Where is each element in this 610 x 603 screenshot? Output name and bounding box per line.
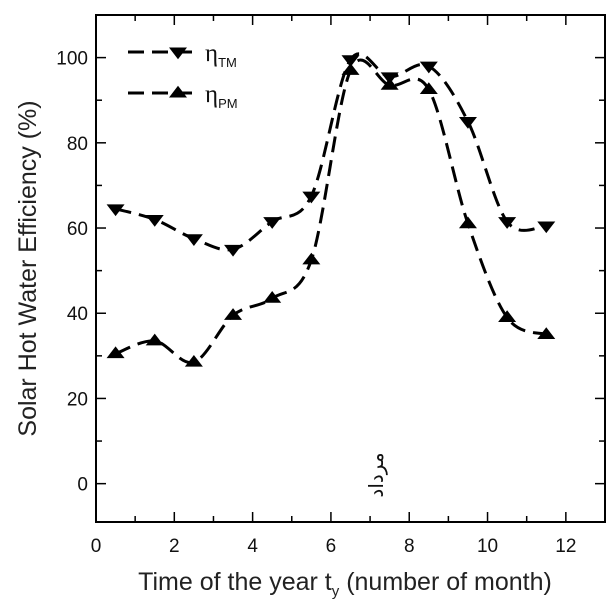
- axes-layer: 0 2 4 6 8 10 12 0 20 40 60 80 100: [56, 14, 606, 557]
- data-point-tm: [106, 204, 125, 217]
- x-tick-label: 10: [477, 536, 498, 557]
- legend-entry-tm: ηTM: [128, 40, 237, 70]
- x-tick-label: 6: [326, 536, 337, 557]
- data-point-tm: [537, 221, 556, 234]
- data-point-tm: [302, 191, 321, 204]
- y-tick-label: 60: [67, 219, 88, 240]
- data-point-tm: [184, 234, 203, 246]
- data-point-pm: [145, 333, 164, 346]
- data-point-pm: [419, 82, 438, 95]
- data-point-pm: [302, 252, 321, 265]
- label-layer: Time of the year ty (number of month) Sol…: [14, 100, 552, 600]
- legend-marker: [169, 85, 187, 98]
- series-pm: [106, 58, 556, 367]
- data-point-tm: [419, 61, 438, 74]
- x-tick-label: 2: [169, 536, 180, 557]
- series-layer: [106, 52, 556, 367]
- y-tick-label: 0: [77, 475, 88, 496]
- data-point-tm: [498, 217, 517, 229]
- y-axis-title: Solar Hot Water Efficiency (%): [14, 100, 42, 436]
- data-point-tm: [224, 244, 243, 257]
- data-point-tm: [145, 215, 164, 227]
- x-tick-label: 0: [91, 536, 102, 557]
- x-tick-label: 4: [247, 536, 258, 557]
- data-point-pm: [263, 291, 282, 303]
- y-tick-label: 40: [67, 304, 88, 325]
- plot-frame: [95, 14, 606, 523]
- data-point-pm: [380, 78, 399, 90]
- legend-marker: [169, 47, 187, 60]
- legend-label: ηPM: [205, 81, 238, 111]
- x-axis-title: Time of the year ty (number of month): [138, 568, 552, 600]
- data-point-pm: [458, 216, 477, 229]
- data-point-tm: [263, 217, 282, 229]
- data-point-tm: [458, 117, 477, 129]
- series-line-pm: [115, 58, 547, 365]
- series-tm: [106, 52, 556, 257]
- legend-label: ηTM: [205, 40, 237, 70]
- data-point-pm: [224, 308, 243, 320]
- x-tick-label: 12: [555, 536, 576, 557]
- y-tick-label: 80: [67, 134, 88, 155]
- data-point-tm: [341, 55, 360, 68]
- legend: ηTM ηPM: [128, 40, 238, 111]
- y-tick-label: 100: [56, 49, 88, 70]
- y-tick-label: 20: [67, 389, 88, 410]
- data-point-pm: [498, 310, 517, 322]
- data-point-pm: [184, 354, 203, 367]
- series-line-tm: [115, 52, 547, 252]
- legend-entry-pm: ηPM: [128, 81, 238, 111]
- annotation-label: مرداد: [364, 452, 388, 497]
- x-tick-label: 8: [404, 536, 415, 557]
- data-point-pm: [341, 63, 360, 75]
- data-point-pm: [106, 346, 125, 359]
- data-point-pm: [537, 327, 556, 339]
